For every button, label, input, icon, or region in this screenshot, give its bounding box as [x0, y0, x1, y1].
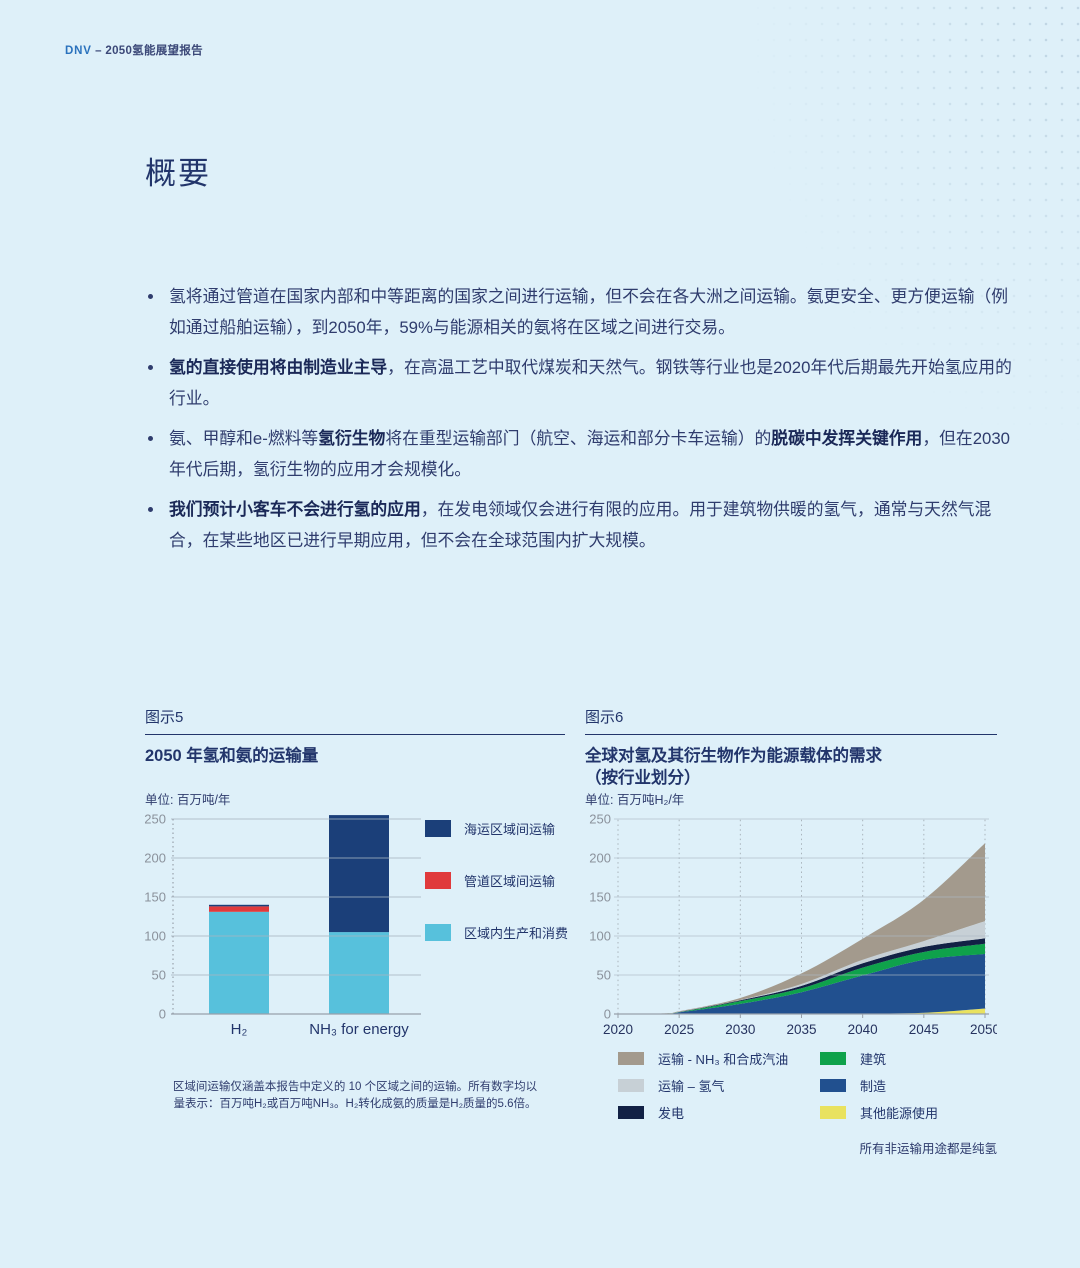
y-axis-tick-label: 150 [145, 890, 166, 905]
x-axis-tick-label: 2025 [664, 1022, 694, 1037]
area-layer [618, 938, 985, 1014]
legend-swatch [618, 1079, 644, 1092]
summary-bullet-list: 氢将通过管道在国家内部和中等距离的国家之间进行运输，但不会在各大洲之间运输。氨更… [145, 281, 1013, 565]
y-axis-tick-label: 0 [604, 1007, 611, 1022]
y-axis-tick-label: 100 [145, 929, 166, 944]
x-axis-tick-label: 2020 [603, 1022, 633, 1037]
figure-6-legend-left-column: 运输 - NH₃ 和合成汽油 运输 – 氢气 发电 [618, 1049, 820, 1130]
legend-swatch [820, 1052, 846, 1065]
legend-item: 发电 [618, 1103, 820, 1122]
legend-label: 运输 – 氢气 [658, 1079, 725, 1094]
page-header: DNV – 2050氢能展望报告 [65, 42, 203, 58]
area-layer [618, 943, 985, 1014]
x-axis-tick-label: 2045 [909, 1022, 939, 1037]
legend-label: 制造 [860, 1079, 887, 1094]
y-axis-tick-label: 100 [589, 929, 611, 944]
y-axis-tick-label: 150 [589, 890, 611, 905]
bar-chart-h2-nh3-transport: H₂ NH₃ for energy 0 50 100 150 200 250 [145, 812, 421, 1038]
bar-segment [209, 906, 269, 912]
legend-swatch [618, 1106, 644, 1119]
y-axis-tick-label: 200 [589, 851, 611, 866]
legend-label: 海运区域间运输 [464, 822, 556, 837]
figure-6-label: 图示6 [585, 706, 997, 735]
x-axis-tick-label: 2030 [725, 1022, 755, 1037]
figures-row: 图示5 2050 年氢和氨的运输量 单位: 百万吨/年 H₂ NH₃ for en… [145, 706, 997, 1157]
y-axis-tick-label: 200 [145, 851, 166, 866]
legend-label: 建筑 [860, 1052, 887, 1067]
figure-5-footnote: 区域间运输仅涵盖本报告中定义的 10 个区域之间的运输。所有数字均以量表示：百万… [172, 1081, 538, 1110]
bullet-item: 我们预计小客车不会进行氢的应用，在发电领域仅会进行有限的应用。用于建筑物供暖的氢… [145, 494, 1013, 556]
figure-5-unit: 单位: 百万吨/年 [145, 793, 231, 807]
legend-swatch [618, 1052, 644, 1065]
legend-label: 发电 [658, 1106, 685, 1121]
bullet-item: 氨、甲醇和e-燃料等氢衍生物将在重型运输部门（航空、海运和部分卡车运输）的脱碳中… [145, 423, 1013, 485]
figure-5-legend: 海运区域间运输 管道区域间运输 区域内生产和消费 [425, 807, 568, 1047]
figure-5: 图示5 2050 年氢和氨的运输量 单位: 百万吨/年 H₂ NH₃ for en… [145, 706, 568, 1157]
legend-swatch [820, 1106, 846, 1119]
legend-item: 其他能源使用 [820, 1103, 938, 1122]
legend-item: 运输 – 氢气 [618, 1076, 820, 1095]
figure-6-unit: 单位: 百万吨H₂/年 [585, 793, 685, 807]
report-title-text: – 2050氢能展望报告 [91, 45, 203, 57]
page-title: 概要 [145, 156, 211, 191]
legend-item: 建筑 [820, 1049, 938, 1068]
legend-label: 运输 - NH₃ 和合成汽油 [658, 1052, 789, 1067]
legend-swatch [820, 1079, 846, 1092]
figure-6: 图示6 全球对氢及其衍生物作为能源载体的需求 （按行业划分） 单位: 百万吨H₂… [585, 706, 997, 1157]
legend-label: 区域内生产和消费 [464, 926, 569, 941]
area-chart-hydrogen-demand-by-sector: 0 50 100 150 200 250 2020 2025 2030 2035 2040 2045 2… [589, 812, 997, 1038]
figure-6-note: 所有非运输用途都是纯氢 [859, 1142, 997, 1156]
figure-6-subtitle: （按行业划分） [585, 769, 701, 787]
bar-category-label: NH₃ for energy [309, 1021, 409, 1038]
figure-6-legend-right-column: 建筑制造其他能源使用 [820, 1049, 938, 1130]
y-axis-tick-label: 250 [145, 812, 166, 827]
y-axis-tick-label: 50 [152, 968, 166, 983]
figure-5-title: 2050 年氢和氨的运输量 [145, 747, 319, 765]
figure-6-legend: 运输 - NH₃ 和合成汽油 运输 – 氢气 发电 建筑制造其他能源使用 [618, 1049, 997, 1130]
bar-segment [209, 911, 269, 1014]
legend-item: 管道区域间运输 [425, 871, 561, 890]
figure-5-label: 图示5 [145, 706, 565, 735]
legend-item: 运输 - NH₃ 和合成汽油 [618, 1049, 820, 1068]
figure-6-title: 全球对氢及其衍生物作为能源载体的需求 [585, 747, 882, 765]
area-layer [618, 843, 985, 1014]
legend-item: 制造 [820, 1076, 938, 1095]
legend-swatch [425, 820, 451, 837]
y-axis-tick-label: 50 [597, 968, 611, 983]
x-axis-tick-label: 2040 [848, 1022, 878, 1037]
legend-swatch [425, 924, 451, 941]
bar-segment [329, 932, 389, 1014]
bar-category-label: H₂ [231, 1021, 248, 1038]
legend-item: 区域内生产和消费 [425, 923, 568, 942]
legend-label: 管道区域间运输 [464, 874, 556, 889]
bar-segment [329, 815, 389, 933]
x-axis-tick-label: 2050 [970, 1022, 997, 1037]
area-layer [618, 953, 985, 1014]
legend-swatch [425, 872, 451, 889]
y-axis-tick-label: 0 [159, 1007, 166, 1022]
bullet-item: 氢的直接使用将由制造业主导，在高温工艺中取代煤炭和天然气。钢铁等行业也是2020… [145, 352, 1013, 414]
y-axis-tick-label: 250 [589, 812, 611, 827]
bar-segment [209, 904, 269, 907]
legend-label: 其他能源使用 [860, 1106, 939, 1121]
bullet-item: 氢将通过管道在国家内部和中等距离的国家之间进行运输，但不会在各大洲之间运输。氨更… [145, 281, 1013, 343]
x-axis-tick-label: 2035 [786, 1022, 816, 1037]
dnv-logo-text: DNV [65, 45, 92, 57]
legend-item: 海运区域间运输 [425, 819, 561, 838]
